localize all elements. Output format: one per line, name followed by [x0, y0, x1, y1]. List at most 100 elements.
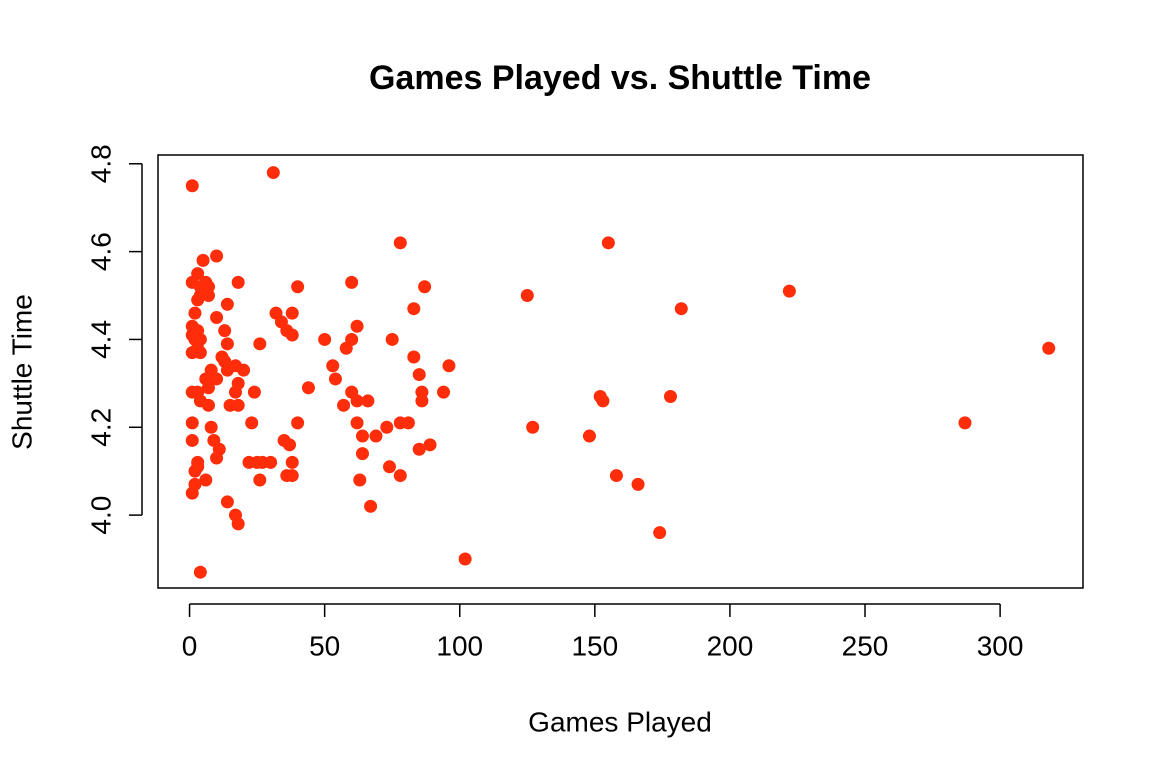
- point: [782, 284, 796, 298]
- point: [380, 420, 394, 434]
- y-tick-label: 4.0: [85, 496, 116, 535]
- point: [218, 324, 232, 338]
- point: [191, 293, 205, 307]
- point: [285, 455, 299, 469]
- point: [210, 310, 224, 324]
- point: [353, 473, 367, 487]
- point: [285, 469, 299, 483]
- point: [204, 420, 218, 434]
- point: [958, 416, 972, 430]
- point: [328, 372, 342, 386]
- point: [609, 469, 623, 483]
- point: [191, 341, 205, 355]
- point: [231, 398, 245, 412]
- point: [520, 289, 534, 303]
- point: [385, 332, 399, 346]
- point: [350, 416, 364, 430]
- point: [253, 473, 267, 487]
- point: [237, 363, 251, 377]
- point: [401, 416, 415, 430]
- x-tick-label: 200: [707, 630, 754, 661]
- point: [201, 381, 215, 395]
- point: [220, 495, 234, 509]
- x-tick-label: 150: [571, 630, 618, 661]
- point: [326, 359, 340, 373]
- point: [210, 372, 224, 386]
- y-tick-label: 4.4: [85, 320, 116, 359]
- point: [423, 438, 437, 452]
- point: [266, 166, 280, 180]
- point: [418, 280, 432, 294]
- point: [228, 385, 242, 399]
- point: [355, 447, 369, 461]
- point: [350, 319, 364, 333]
- point: [339, 341, 353, 355]
- point: [253, 337, 267, 351]
- point: [201, 289, 215, 303]
- point: [231, 275, 245, 289]
- point: [191, 460, 205, 474]
- point: [653, 526, 667, 540]
- point: [245, 416, 259, 430]
- point: [442, 359, 456, 373]
- point: [350, 394, 364, 408]
- point: [301, 381, 315, 395]
- point: [291, 416, 305, 430]
- point: [582, 429, 596, 443]
- point: [596, 394, 610, 408]
- y-tick-label: 4.6: [85, 232, 116, 271]
- x-tick-label: 250: [842, 630, 889, 661]
- point: [458, 552, 472, 566]
- point: [437, 385, 451, 399]
- point: [393, 469, 407, 483]
- x-tick-label: 100: [436, 630, 483, 661]
- point: [210, 249, 224, 263]
- point: [663, 390, 677, 404]
- point: [285, 328, 299, 342]
- point: [382, 460, 396, 474]
- point: [220, 363, 234, 377]
- point: [285, 306, 299, 320]
- point: [185, 179, 199, 193]
- point: [407, 350, 421, 364]
- point: [220, 337, 234, 351]
- point: [231, 517, 245, 531]
- point: [674, 302, 688, 316]
- point: [1042, 341, 1056, 355]
- y-tick-label: 4.2: [85, 408, 116, 447]
- point: [355, 429, 369, 443]
- point: [601, 236, 615, 250]
- point: [337, 398, 351, 412]
- point: [412, 442, 426, 456]
- point: [364, 499, 378, 513]
- point: [361, 394, 375, 408]
- plot-frame: [157, 154, 1084, 589]
- point: [196, 253, 210, 267]
- point: [412, 368, 426, 382]
- x-tick-label: 300: [977, 630, 1024, 661]
- point: [393, 236, 407, 250]
- point: [283, 438, 297, 452]
- point: [199, 473, 213, 487]
- point: [185, 416, 199, 430]
- point: [264, 455, 278, 469]
- point: [247, 385, 261, 399]
- point: [250, 455, 264, 469]
- point: [407, 302, 421, 316]
- point: [345, 275, 359, 289]
- point: [185, 433, 199, 447]
- point: [220, 297, 234, 311]
- y-tick-label: 4.8: [85, 144, 116, 183]
- point: [210, 451, 224, 465]
- point: [188, 306, 202, 320]
- point: [185, 486, 199, 500]
- point: [631, 477, 645, 491]
- x-tick-label: 0: [182, 630, 198, 661]
- chart-title: Games Played vs. Shuttle Time: [369, 59, 871, 97]
- y-axis-label: Shuttle Time: [6, 294, 37, 450]
- point: [193, 565, 207, 579]
- point: [369, 429, 383, 443]
- point: [201, 398, 215, 412]
